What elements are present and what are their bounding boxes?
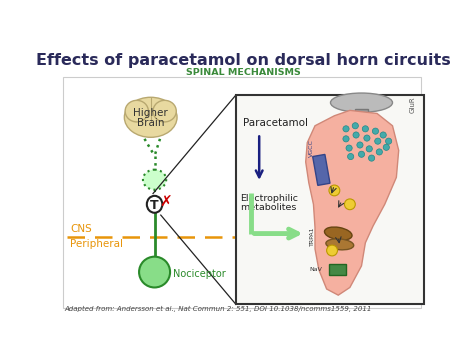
Circle shape (329, 185, 340, 196)
Ellipse shape (326, 239, 354, 250)
Circle shape (139, 257, 170, 288)
Circle shape (373, 128, 379, 134)
Circle shape (345, 199, 356, 210)
Text: metabolites: metabolites (240, 203, 296, 212)
Bar (236, 95, 423, 304)
Circle shape (347, 153, 354, 160)
Circle shape (364, 135, 370, 141)
Ellipse shape (147, 196, 162, 213)
Text: Effects of paracetamol on dorsal horn circuits: Effects of paracetamol on dorsal horn ci… (36, 53, 450, 69)
Bar (356, 109, 368, 123)
Text: Peripheral: Peripheral (70, 239, 123, 249)
Text: TRPA1: TRPA1 (310, 227, 315, 246)
Circle shape (327, 245, 337, 256)
Text: Nociceptor: Nociceptor (173, 269, 226, 279)
Circle shape (346, 145, 352, 151)
Circle shape (353, 132, 359, 138)
Text: CNS: CNS (70, 224, 92, 234)
Bar (63, 77, 421, 308)
Text: VGCC: VGCC (310, 139, 314, 157)
Text: T: T (149, 198, 158, 212)
Ellipse shape (153, 100, 176, 122)
Circle shape (352, 123, 358, 129)
Ellipse shape (143, 170, 166, 190)
Circle shape (383, 144, 390, 151)
Text: GluR: GluR (410, 96, 416, 113)
Text: ✗: ✗ (159, 195, 172, 209)
Circle shape (385, 138, 392, 144)
Bar (313, 154, 330, 185)
Circle shape (343, 136, 349, 142)
Bar (329, 264, 346, 275)
Circle shape (343, 126, 349, 132)
Ellipse shape (330, 93, 392, 112)
Text: Paracetamol: Paracetamol (243, 118, 308, 128)
Circle shape (368, 155, 374, 161)
Text: Higher: Higher (133, 108, 168, 119)
Circle shape (366, 146, 373, 152)
Circle shape (357, 142, 363, 148)
Polygon shape (306, 110, 399, 295)
Circle shape (362, 126, 368, 132)
Circle shape (374, 138, 381, 144)
Text: Electrophilic: Electrophilic (240, 193, 298, 202)
Circle shape (380, 132, 386, 138)
Ellipse shape (124, 97, 177, 137)
Text: SPINAL MECHANISMS: SPINAL MECHANISMS (185, 68, 301, 77)
Ellipse shape (325, 227, 352, 240)
Text: Adapted from: Andersson et al., Nat Commun 2: 551, DOI 10.1038/ncomms1559, 2011: Adapted from: Andersson et al., Nat Comm… (64, 306, 371, 312)
Text: NaV: NaV (310, 267, 323, 272)
Ellipse shape (125, 100, 148, 122)
Circle shape (358, 151, 365, 157)
Text: Brain: Brain (137, 119, 164, 129)
Circle shape (376, 149, 383, 155)
